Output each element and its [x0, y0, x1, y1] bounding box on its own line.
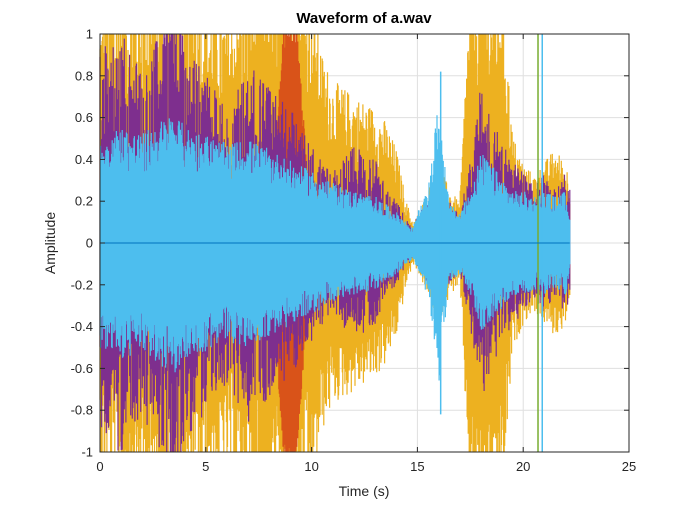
x-tick-label: 5	[202, 459, 209, 474]
y-tick-label: -0.4	[71, 319, 93, 334]
x-tick-label: 25	[622, 459, 636, 474]
axes-frame	[99, 33, 630, 453]
y-tick-label: 0.4	[75, 152, 93, 167]
y-axis-label: Amplitude	[42, 212, 58, 274]
x-tick-label: 10	[304, 459, 318, 474]
x-tick-label: 20	[516, 459, 530, 474]
y-tick-label: 0	[86, 236, 93, 251]
x-tick-label: 0	[96, 459, 103, 474]
y-tick-label: -0.2	[71, 277, 93, 292]
y-tick-label: -1	[81, 445, 93, 460]
chart-title: Waveform of a.wav	[296, 10, 432, 27]
x-axis-label: Time (s)	[339, 483, 390, 499]
y-tick-label: 0.6	[75, 110, 93, 125]
y-tick-label: -0.6	[71, 361, 93, 376]
waveform-series	[99, 34, 571, 452]
x-tick-label: 15	[410, 459, 424, 474]
tick-labels: 0 5 10 15 20 25 -1 -0.8 -0.6 -0.4 -0.2 0 0.2 0.4 0.6 0.…	[71, 27, 637, 475]
y-tick-label: 0.8	[75, 68, 93, 83]
y-tick-label: 1	[86, 27, 93, 42]
y-tick-label: 0.2	[75, 194, 93, 209]
y-tick-label: -0.8	[71, 403, 93, 418]
